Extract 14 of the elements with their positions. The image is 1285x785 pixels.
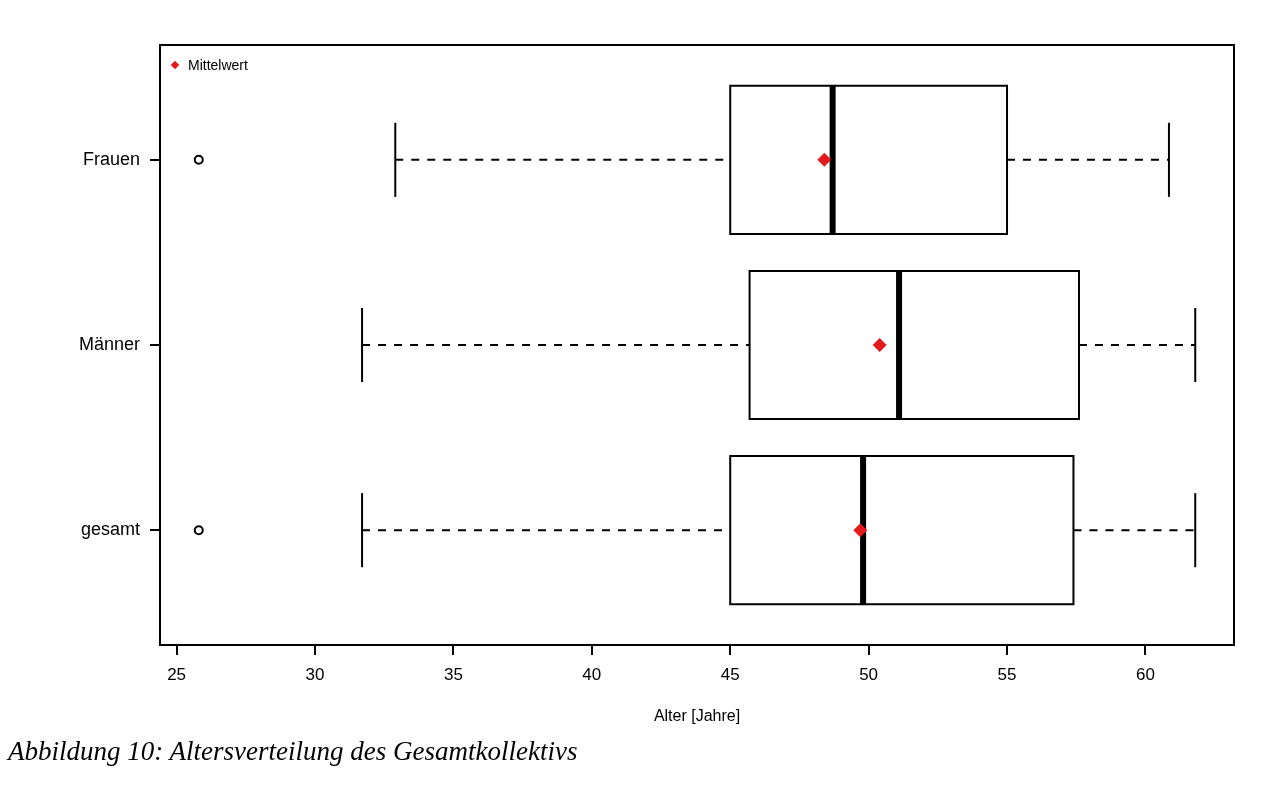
x-tick-label: 50 xyxy=(859,664,879,684)
y-tick-label: Frauen xyxy=(82,148,140,169)
y-tick-label: Männer xyxy=(78,333,141,354)
x-tick-label: 55 xyxy=(997,664,1017,684)
y-tick-label: gesamt xyxy=(80,519,140,540)
x-tick-label: 60 xyxy=(1135,664,1155,684)
x-axis-title: Alter [Jahre] xyxy=(653,706,741,724)
x-tick-label: 30 xyxy=(305,664,325,684)
x-tick-label: 35 xyxy=(443,664,463,684)
legend-label: Mittelwert xyxy=(188,56,248,75)
x-tick-label: 40 xyxy=(582,664,602,684)
x-tick-label: 25 xyxy=(167,664,187,684)
x-tick-label: 45 xyxy=(720,664,740,684)
text: Abbildung 10: Altersverteilung des Gesamtkollektivs xyxy=(8,736,578,767)
